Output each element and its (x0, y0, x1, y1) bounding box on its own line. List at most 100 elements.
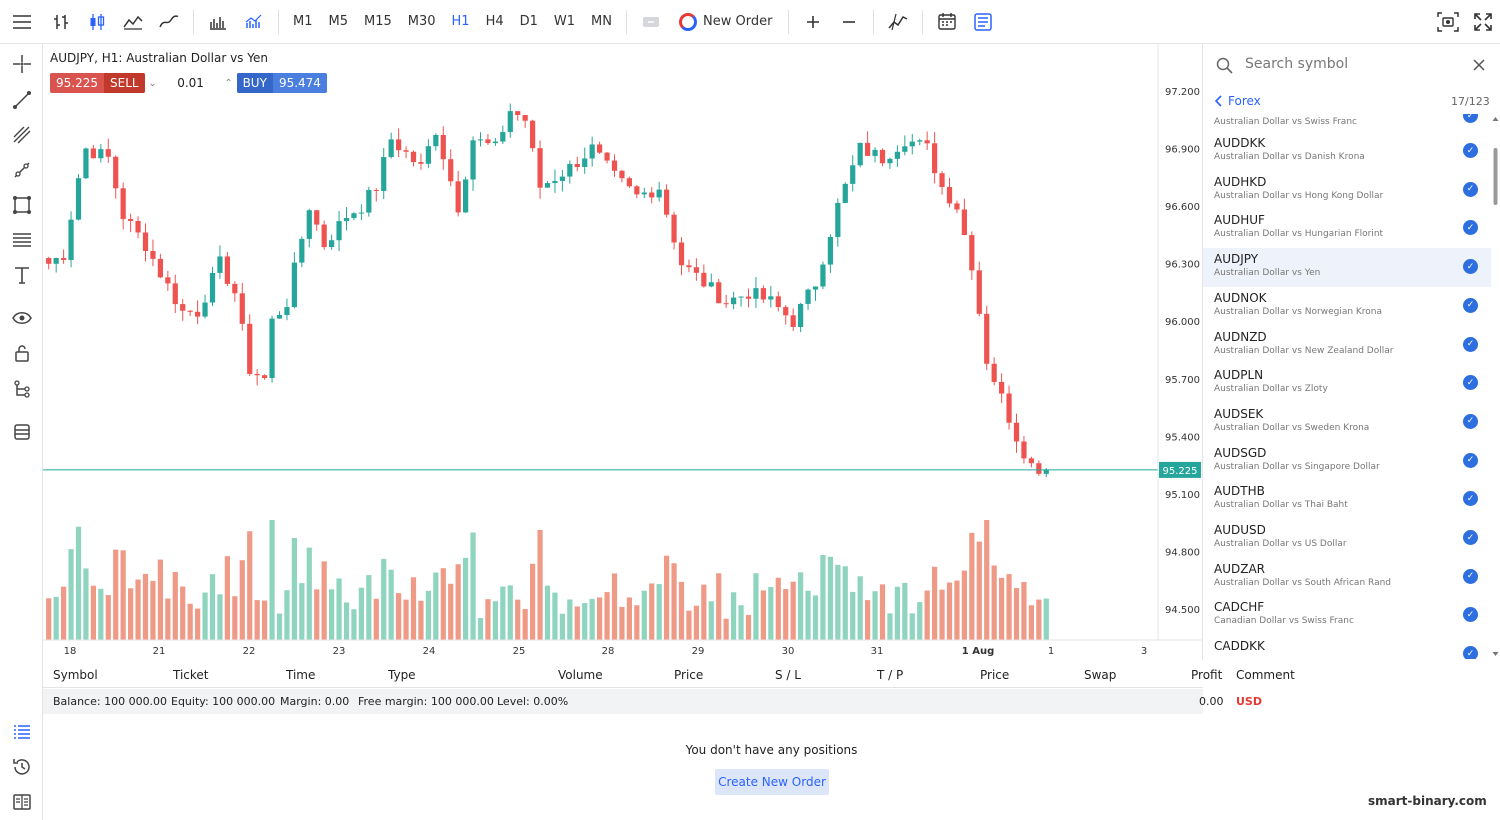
line-chart-type-icon[interactable] (151, 0, 187, 44)
trend-line-icon[interactable] (0, 83, 43, 117)
symbol-item-audzar[interactable]: AUDZAR Australian Dollar vs South African… (1203, 558, 1491, 597)
volume-bar (53, 596, 59, 640)
volume-bar (224, 556, 230, 640)
timeframe-mn[interactable]: MN (591, 14, 612, 29)
candle (291, 252, 297, 309)
col-current-price[interactable]: Price (980, 668, 1010, 682)
candle (865, 131, 871, 157)
col-ticket[interactable]: Ticket (173, 668, 209, 682)
check-icon[interactable]: ✓ (1463, 143, 1478, 158)
col-volume[interactable]: Volume (558, 668, 603, 682)
area-chart-type-icon[interactable] (115, 0, 151, 44)
one-click-trading-icon[interactable] (633, 0, 669, 44)
search-input[interactable] (1245, 56, 1465, 72)
calendar-icon[interactable] (929, 0, 965, 44)
symbol-item-audthb[interactable]: AUDTHB Australian Dollar vs Thai Baht ✓ (1203, 480, 1491, 519)
indicators-icon[interactable] (236, 0, 272, 44)
col-type[interactable]: Type (388, 668, 416, 682)
check-icon[interactable]: ✓ (1463, 297, 1478, 313)
eye-icon[interactable] (0, 301, 43, 335)
lot-increase-icon[interactable]: ⌃ (224, 77, 233, 89)
list-item[interactable]: Australian Dollar vs Swiss Franc ✓ (1203, 114, 1491, 136)
symbol-item-audpln[interactable]: AUDPLN Australian Dollar vs Zloty ✓ (1203, 364, 1491, 403)
positions-list-icon[interactable] (0, 715, 43, 749)
check-icon[interactable]: ✓ (1463, 413, 1478, 429)
check-icon[interactable]: ✓ (1463, 259, 1478, 275)
lot-size-input[interactable]: 0.01 (177, 76, 204, 90)
symbol-item-auddkk[interactable]: AUDDKK Australian Dollar vs Danish Krona ✓ (1203, 132, 1491, 171)
ray-icon[interactable] (0, 153, 43, 187)
analysis-icon[interactable] (880, 0, 916, 44)
symbol-item-caddkk[interactable]: CADDKK ✓ (1203, 635, 1491, 659)
price-chart[interactable]: 97.200 96.900 96.600 96.300 96.000 95.700 95.4… (43, 44, 1203, 660)
check-icon[interactable]: ✓ (1463, 568, 1478, 584)
col-swap[interactable]: Swap (1084, 668, 1117, 682)
zoom-out-icon[interactable] (831, 0, 867, 44)
col-comment[interactable]: Comment (1236, 668, 1295, 682)
check-icon[interactable]: ✓ (1463, 607, 1478, 623)
fibonacci-icon[interactable] (0, 223, 43, 257)
check-icon[interactable]: ✓ (1463, 452, 1478, 468)
timeframe-m15[interactable]: M15 (364, 14, 392, 29)
symbol-item-audnzd[interactable]: AUDNZD Australian Dollar vs New Zealand D… (1203, 326, 1491, 365)
timeframe-h4[interactable]: H4 (485, 14, 504, 29)
candle (745, 288, 752, 308)
back-icon[interactable] (1214, 95, 1222, 110)
symbol-item-audsgd[interactable]: AUDSGD Australian Dollar vs Singapore Dol… (1203, 442, 1491, 481)
symbol-list-scrollbar[interactable] (1491, 114, 1500, 659)
shapes-icon[interactable] (0, 188, 43, 222)
check-icon[interactable]: ✓ (1463, 181, 1478, 197)
zoom-in-icon[interactable] (795, 0, 831, 44)
candlestick-type-icon[interactable] (79, 0, 115, 44)
symbol-item-cadchf[interactable]: CADCHF Canadian Dollar vs Swiss Franc ✓ (1203, 596, 1491, 635)
close-icon[interactable] (1473, 59, 1485, 75)
volume-icon[interactable] (200, 0, 236, 44)
timeframe-m30[interactable]: M30 (407, 14, 436, 29)
bar-chart-type-icon[interactable] (43, 0, 79, 44)
col-price[interactable]: Price (674, 668, 704, 682)
sell-button[interactable]: 95.225 SELL (50, 73, 145, 93)
col-profit[interactable]: Profit (1191, 668, 1223, 682)
crosshair-icon[interactable] (0, 47, 43, 81)
fullscreen-icon[interactable] (1466, 0, 1500, 44)
timeframe-m5[interactable]: M5 (328, 14, 349, 29)
screenshot-icon[interactable] (1430, 0, 1466, 44)
history-icon[interactable] (0, 750, 43, 784)
symbol-item-audhkd[interactable]: AUDHKD Australian Dollar vs Hong Kong Dol… (1203, 171, 1491, 210)
new-order-button[interactable]: New Order (669, 0, 782, 44)
object-tree-icon[interactable] (0, 372, 43, 406)
symbol-item-audsek[interactable]: AUDSEK Australian Dollar vs Sweden Krona ✓ (1203, 403, 1491, 442)
check-icon[interactable]: ✓ (1463, 646, 1478, 659)
templates-icon[interactable] (965, 0, 1001, 44)
create-new-order-button[interactable]: Create New Order (715, 769, 829, 795)
symbol-item-audnok[interactable]: AUDNOK Australian Dollar vs Norwegian Kro… (1203, 287, 1491, 326)
timeframe-w1[interactable]: W1 (553, 14, 576, 29)
col-symbol[interactable]: Symbol (53, 668, 98, 682)
symbol-item-audusd[interactable]: AUDUSD Australian Dollar vs US Dollar ✓ (1203, 519, 1491, 558)
check-icon[interactable]: ✓ (1463, 530, 1478, 545)
chart-canvas[interactable]: 97.200 96.900 96.600 96.300 96.000 95.700 95.4… (43, 44, 1203, 660)
journal-icon[interactable] (0, 785, 43, 819)
timeframe-m1[interactable]: M1 (293, 14, 313, 29)
lot-decrease-icon[interactable]: ⌄ (148, 77, 157, 89)
text-tool-icon[interactable] (0, 258, 43, 292)
timeframe-h1[interactable]: H1 (451, 14, 470, 29)
lock-icon[interactable] (0, 336, 43, 370)
symbol-item-audhuf[interactable]: AUDHUF Australian Dollar vs Hungarian Flo… (1203, 209, 1491, 248)
channel-icon[interactable] (0, 118, 43, 152)
delete-drawings-icon[interactable] (0, 415, 43, 449)
check-icon[interactable]: ✓ (1463, 375, 1478, 391)
col-time[interactable]: Time (286, 668, 316, 682)
check-icon[interactable]: ✓ (1463, 114, 1478, 123)
category-label[interactable]: Forex (1228, 94, 1261, 108)
symbol-item-audjpy[interactable]: AUDJPY Australian Dollar vs Yen ✓ (1203, 248, 1491, 288)
col-tp[interactable]: T / P (877, 668, 904, 682)
timeframe-d1[interactable]: D1 (519, 14, 538, 29)
check-icon[interactable]: ✓ (1463, 336, 1478, 352)
check-icon[interactable]: ✓ (1463, 220, 1478, 236)
volume-bar (619, 606, 625, 640)
check-icon[interactable]: ✓ (1463, 491, 1478, 507)
menu-icon[interactable] (0, 0, 43, 44)
col-sl[interactable]: S / L (775, 668, 801, 682)
buy-button[interactable]: BUY 95.474 (236, 73, 327, 93)
